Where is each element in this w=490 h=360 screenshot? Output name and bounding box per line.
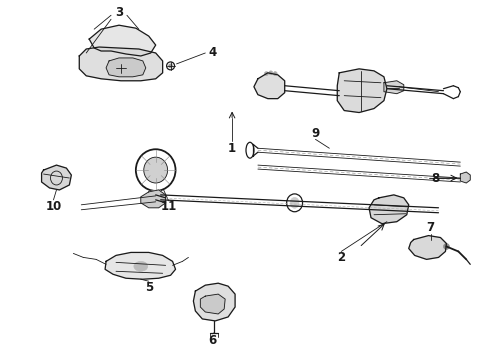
Text: 10: 10 — [46, 200, 62, 213]
Circle shape — [169, 64, 172, 68]
Text: 2: 2 — [337, 251, 345, 264]
Polygon shape — [106, 58, 146, 77]
Ellipse shape — [144, 157, 168, 183]
Circle shape — [443, 243, 449, 249]
Ellipse shape — [290, 197, 299, 208]
Ellipse shape — [269, 71, 273, 75]
Polygon shape — [369, 195, 409, 224]
Polygon shape — [384, 81, 404, 94]
Ellipse shape — [273, 72, 277, 76]
Text: 1: 1 — [228, 142, 236, 155]
Polygon shape — [105, 252, 175, 279]
Polygon shape — [200, 294, 225, 314]
Polygon shape — [254, 73, 285, 99]
Text: 5: 5 — [145, 281, 153, 294]
Text: 4: 4 — [208, 46, 217, 59]
Text: 9: 9 — [311, 127, 319, 140]
Polygon shape — [141, 190, 166, 208]
Polygon shape — [42, 165, 72, 190]
Polygon shape — [194, 283, 235, 321]
Text: 3: 3 — [115, 6, 123, 19]
Ellipse shape — [134, 261, 148, 271]
Polygon shape — [460, 172, 470, 183]
Ellipse shape — [265, 72, 269, 76]
Polygon shape — [79, 47, 163, 81]
Text: 8: 8 — [431, 171, 440, 185]
Polygon shape — [409, 235, 446, 260]
Polygon shape — [337, 69, 387, 113]
Text: 7: 7 — [426, 221, 435, 234]
Text: 11: 11 — [160, 200, 177, 213]
Polygon shape — [89, 25, 156, 56]
Text: 6: 6 — [208, 334, 217, 347]
